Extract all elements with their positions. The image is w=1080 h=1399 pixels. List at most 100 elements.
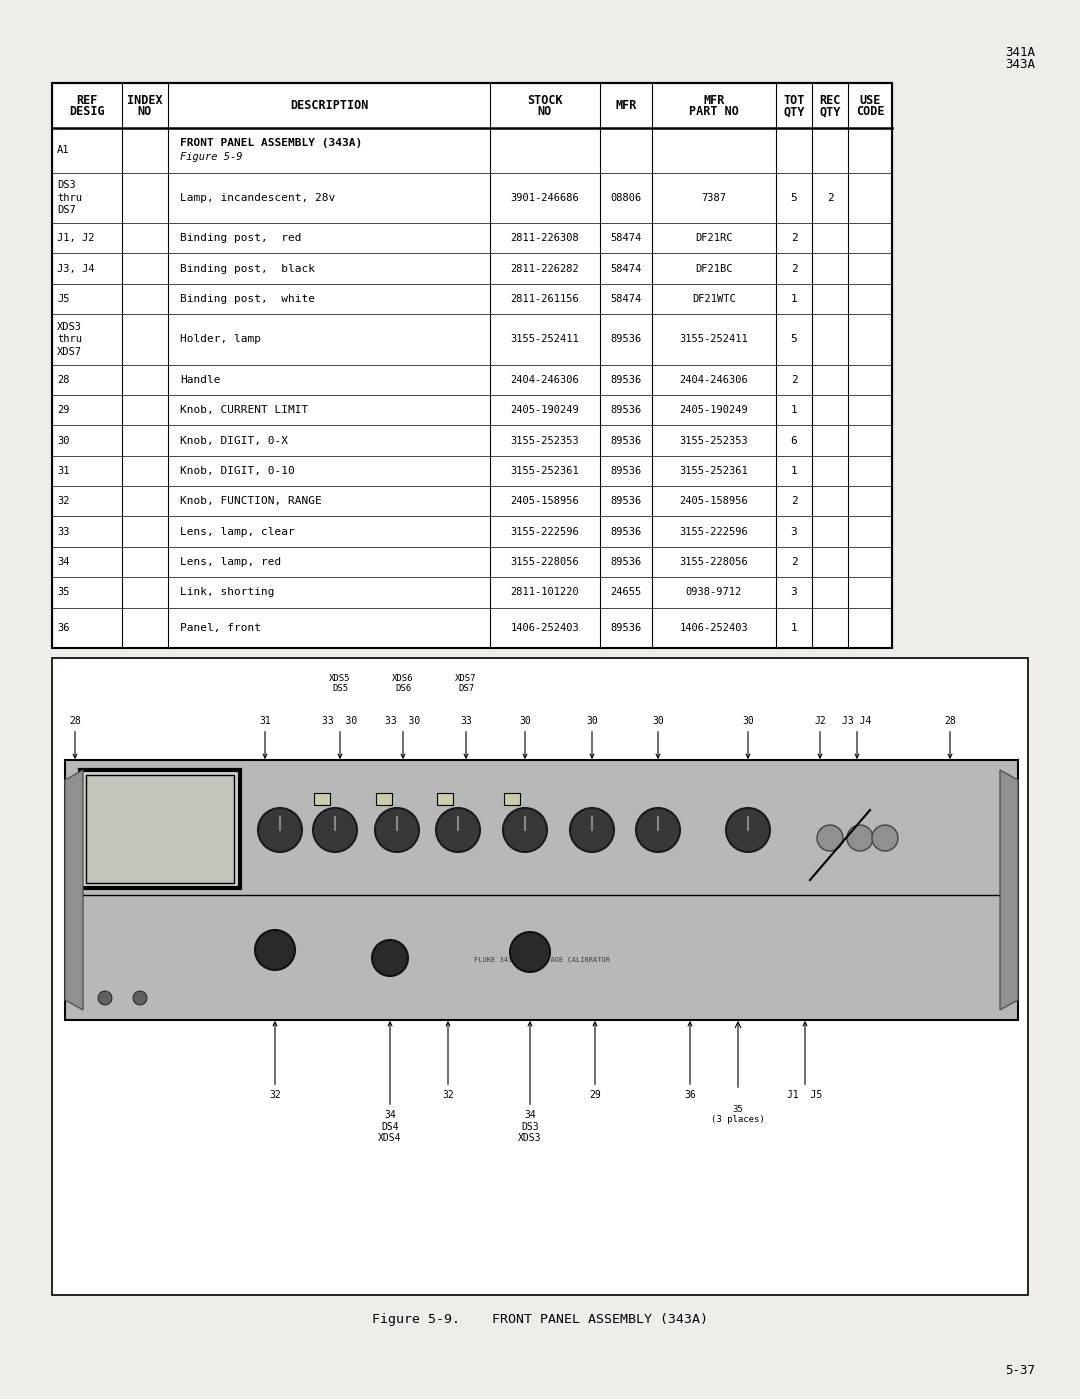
Bar <box>52 83 892 648</box>
Text: 35: 35 <box>57 588 69 597</box>
Text: J2: J2 <box>814 716 826 758</box>
Text: 58474: 58474 <box>610 234 642 243</box>
Text: Knob, CURRENT LIMIT: Knob, CURRENT LIMIT <box>180 406 308 416</box>
Text: 2404-246306: 2404-246306 <box>679 375 748 385</box>
Text: 0938-9712: 0938-9712 <box>686 588 742 597</box>
Text: CODE: CODE <box>855 105 885 118</box>
Text: 1: 1 <box>791 406 797 416</box>
Text: XDS7
DS7: XDS7 DS7 <box>456 673 476 693</box>
Text: 30: 30 <box>586 716 598 758</box>
Bar <box>376 793 392 804</box>
Bar <box>52 658 1028 1295</box>
Text: 1: 1 <box>791 623 797 632</box>
Text: 5: 5 <box>791 334 797 344</box>
Text: 29: 29 <box>57 406 69 416</box>
Circle shape <box>503 809 546 852</box>
Text: Binding post,  red: Binding post, red <box>180 234 301 243</box>
Text: 32: 32 <box>57 497 69 506</box>
Text: 34
DS4
XDS4: 34 DS4 XDS4 <box>378 1023 402 1143</box>
Text: 2: 2 <box>791 375 797 385</box>
Text: Lamp, incandescent, 28v: Lamp, incandescent, 28v <box>180 193 335 203</box>
Text: Handle: Handle <box>180 375 220 385</box>
Text: PART NO: PART NO <box>689 105 739 118</box>
Circle shape <box>372 940 408 977</box>
Text: Figure 5-9.    FRONT PANEL ASSEMBLY (343A): Figure 5-9. FRONT PANEL ASSEMBLY (343A) <box>372 1314 708 1326</box>
Text: 33  30: 33 30 <box>322 716 357 758</box>
Circle shape <box>570 809 615 852</box>
Text: 31: 31 <box>259 716 271 758</box>
Text: 1406-252403: 1406-252403 <box>511 623 579 632</box>
Text: 33: 33 <box>460 716 472 758</box>
Circle shape <box>255 930 295 970</box>
Text: A1: A1 <box>57 145 69 155</box>
Circle shape <box>847 825 873 851</box>
Text: Figure 5-9: Figure 5-9 <box>180 152 243 162</box>
Text: DF21WTC: DF21WTC <box>692 294 735 304</box>
Text: Knob, FUNCTION, RANGE: Knob, FUNCTION, RANGE <box>180 497 322 506</box>
Text: 2405-158956: 2405-158956 <box>679 497 748 506</box>
Text: Panel, front: Panel, front <box>180 623 261 632</box>
Text: XDS3
thru
XDS7: XDS3 thru XDS7 <box>57 322 82 357</box>
Bar <box>314 793 330 804</box>
Circle shape <box>133 990 147 1004</box>
Text: 2405-190249: 2405-190249 <box>511 406 579 416</box>
Text: 3155-252353: 3155-252353 <box>679 435 748 446</box>
Text: QTY: QTY <box>820 105 840 118</box>
Text: 2811-226308: 2811-226308 <box>511 234 579 243</box>
Text: 29: 29 <box>589 1023 600 1100</box>
Circle shape <box>872 825 897 851</box>
Text: Holder, lamp: Holder, lamp <box>180 334 261 344</box>
Text: 3155-228056: 3155-228056 <box>679 557 748 567</box>
Text: DESCRIPTION: DESCRIPTION <box>289 99 368 112</box>
Text: 58474: 58474 <box>610 263 642 274</box>
Polygon shape <box>65 769 83 1010</box>
Text: 3901-246686: 3901-246686 <box>511 193 579 203</box>
Text: FLUKE 343A DC VOLTAGE CALIBRATOR: FLUKE 343A DC VOLTAGE CALIBRATOR <box>473 957 609 963</box>
Text: 30: 30 <box>742 716 754 758</box>
Text: J3, J4: J3, J4 <box>57 263 95 274</box>
Circle shape <box>98 990 112 1004</box>
Text: 28: 28 <box>57 375 69 385</box>
Text: 3: 3 <box>791 526 797 537</box>
Text: 33  30: 33 30 <box>386 716 420 758</box>
Text: 58474: 58474 <box>610 294 642 304</box>
Text: 34
DS3
XDS3: 34 DS3 XDS3 <box>518 1023 542 1143</box>
Text: 3155-222596: 3155-222596 <box>511 526 579 537</box>
Circle shape <box>375 809 419 852</box>
Text: 3155-228056: 3155-228056 <box>511 557 579 567</box>
Text: 3155-252361: 3155-252361 <box>679 466 748 476</box>
Text: Lens, lamp, red: Lens, lamp, red <box>180 557 281 567</box>
Text: NO: NO <box>538 105 552 118</box>
Text: 3155-222596: 3155-222596 <box>679 526 748 537</box>
Text: 341A: 341A <box>1005 46 1035 59</box>
Text: 28: 28 <box>944 716 956 758</box>
FancyBboxPatch shape <box>65 760 1018 1020</box>
Text: 2405-158956: 2405-158956 <box>511 497 579 506</box>
Text: 3155-252361: 3155-252361 <box>511 466 579 476</box>
Text: MFR: MFR <box>703 94 725 106</box>
Bar <box>52 127 892 648</box>
Text: 3155-252353: 3155-252353 <box>511 435 579 446</box>
Text: 33: 33 <box>57 526 69 537</box>
Text: Knob, DIGIT, 0-X: Knob, DIGIT, 0-X <box>180 435 288 446</box>
Bar <box>437 793 453 804</box>
Text: 32: 32 <box>442 1023 454 1100</box>
Text: REF: REF <box>77 94 97 106</box>
Text: 2404-246306: 2404-246306 <box>511 375 579 385</box>
Text: 2: 2 <box>791 234 797 243</box>
Text: 30: 30 <box>57 435 69 446</box>
Text: QTY: QTY <box>783 105 805 118</box>
Text: Knob, DIGIT, 0-10: Knob, DIGIT, 0-10 <box>180 466 295 476</box>
Text: 2811-226282: 2811-226282 <box>511 263 579 274</box>
Text: DS3
thru
DS7: DS3 thru DS7 <box>57 180 82 215</box>
Text: 2811-101220: 2811-101220 <box>511 588 579 597</box>
Text: 1: 1 <box>791 294 797 304</box>
Text: REC: REC <box>820 94 840 106</box>
Bar <box>86 775 234 883</box>
Text: 30: 30 <box>519 716 531 758</box>
Text: 6: 6 <box>791 435 797 446</box>
Text: 31: 31 <box>57 466 69 476</box>
Text: 36: 36 <box>684 1023 696 1100</box>
Text: Binding post,  white: Binding post, white <box>180 294 315 304</box>
Text: 5-37: 5-37 <box>1005 1364 1035 1377</box>
